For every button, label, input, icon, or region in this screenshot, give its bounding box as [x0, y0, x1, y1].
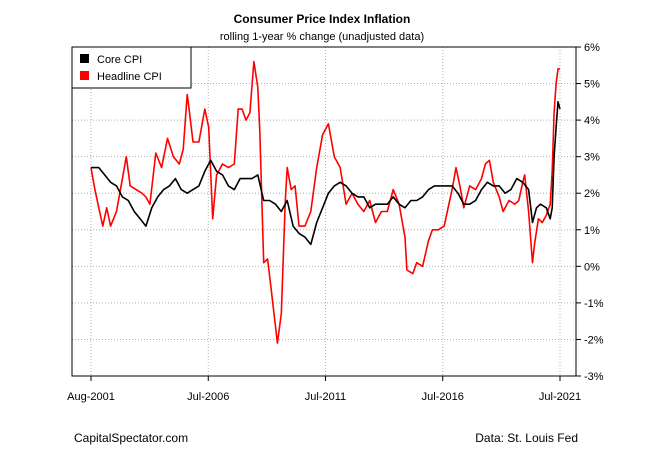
x-tick-label: Jul-2021: [539, 391, 581, 403]
y-tick-label: -2%: [584, 334, 604, 346]
legend-swatch-core: [80, 54, 89, 63]
chart-subtitle: rolling 1-year % change (unadjusted data…: [220, 31, 424, 43]
x-tick-label: Jul-2006: [187, 391, 229, 403]
series-lines: [90, 60, 561, 344]
footer-source-left: CapitalSpectator.com: [74, 431, 188, 445]
plot-frame: [71, 46, 577, 377]
x-tick-label: Jul-2011: [305, 391, 346, 403]
x-tick-label: Jul-2016: [422, 391, 464, 403]
y-tick-label: -1%: [584, 298, 604, 310]
y-tick-label: 3%: [584, 152, 600, 164]
y-tick-label: 6%: [584, 42, 600, 54]
legend-swatch-headline: [80, 71, 89, 80]
y-tick-label: 1%: [584, 225, 600, 237]
legend-label-core: Core CPI: [97, 54, 142, 66]
chart-title: Consumer Price Index Inflation: [234, 12, 411, 26]
series-core-cpi-line: [91, 101, 561, 246]
y-tick-label: 2%: [584, 188, 600, 200]
x-tick-label: Aug-2001: [67, 391, 115, 403]
y-tick-label: -3%: [584, 371, 604, 383]
y-tick-label: 0%: [584, 261, 600, 273]
legend-box: [71, 46, 192, 89]
y-tick-label: 4%: [584, 115, 600, 127]
y-axis: 6% 5% 4% 3% 2% 1% 0% -1% -2% -3%: [576, 42, 604, 383]
x-axis: Aug-2001 Jul-2006 Jul-2011 Jul-2016 Jul-2021: [67, 376, 581, 403]
legend: Core CPI Headline CPI: [71, 46, 192, 89]
legend-label-headline: Headline CPI: [97, 71, 162, 83]
grid-lines: [72, 46, 576, 377]
y-tick-label: 5%: [584, 79, 600, 91]
series-headline-cpi-line: [90, 60, 560, 344]
footer-source-right: Data: St. Louis Fed: [475, 431, 578, 445]
